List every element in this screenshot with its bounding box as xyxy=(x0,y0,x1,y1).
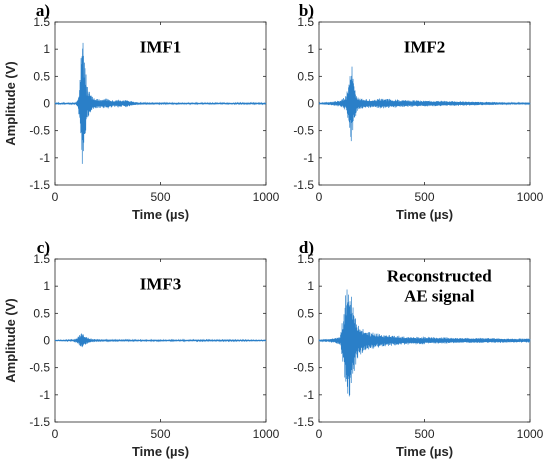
y-tick-label: -0.5 xyxy=(293,361,314,375)
panel-title: IMF3 xyxy=(140,274,182,293)
y-tick-label: 1 xyxy=(307,42,314,56)
y-tick-label: 0.5 xyxy=(33,306,50,320)
panel-title: IMF1 xyxy=(140,37,182,56)
x-axis-label: Time (µs) xyxy=(132,444,189,459)
panel-label: a) xyxy=(36,1,50,20)
y-axis-label: Amplitude (V) xyxy=(3,298,18,383)
y-tick-label: -1 xyxy=(303,388,314,402)
x-tick-label: 0 xyxy=(52,427,59,441)
panel-title: AE signal xyxy=(404,286,475,305)
y-tick-label: 0 xyxy=(43,334,50,348)
y-tick-label: -1.5 xyxy=(293,178,314,192)
y-tick-label: 1.5 xyxy=(33,15,50,29)
y-tick-label: 1.5 xyxy=(297,15,314,29)
x-tick-label: 500 xyxy=(150,427,170,441)
y-tick-label: -1.5 xyxy=(29,415,50,429)
x-tick-label: 0 xyxy=(52,190,59,204)
y-tick-label: 0.5 xyxy=(33,69,50,83)
x-tick-label: 1000 xyxy=(253,190,280,204)
x-tick-label: 500 xyxy=(414,190,434,204)
signal-line xyxy=(54,333,267,348)
x-tick-label: 500 xyxy=(150,190,170,204)
y-tick-label: 1 xyxy=(307,279,314,293)
signal-line xyxy=(54,42,267,164)
y-tick-label: 1.5 xyxy=(297,252,314,266)
panel-4: -1.5 -1 -0.5 0 0.5 1 1.5 0 500 1000 Time (µs) d) Rec… xyxy=(293,238,543,459)
y-tick-label: -0.5 xyxy=(29,361,50,375)
y-tick-label: -0.5 xyxy=(29,124,50,138)
x-tick-label: 0 xyxy=(316,190,323,204)
y-tick-label: 1 xyxy=(43,279,50,293)
y-tick-label: -0.5 xyxy=(293,124,314,138)
x-tick-label: 0 xyxy=(316,427,323,441)
y-tick-label: 0.5 xyxy=(297,69,314,83)
y-tick-label: 0 xyxy=(43,97,50,111)
panel-title: Reconstructed xyxy=(387,266,492,285)
x-tick-label: 1000 xyxy=(517,190,544,204)
y-tick-label: -1.5 xyxy=(293,415,314,429)
y-tick-label: 1.5 xyxy=(33,252,50,266)
y-tick-label: 0.5 xyxy=(297,306,314,320)
panel-1: -1.5 -1 -0.5 0 0.5 1 1.5 0 500 1000 Time (µs) Ampli… xyxy=(3,1,280,222)
y-tick-label: 0 xyxy=(307,334,314,348)
y-tick-label: 0 xyxy=(307,97,314,111)
signal-line xyxy=(318,289,531,397)
x-axis-label: Time (µs) xyxy=(396,207,453,222)
y-axis-label: Amplitude (V) xyxy=(3,61,18,146)
signal-line xyxy=(318,66,531,142)
x-axis-label: Time (µs) xyxy=(132,207,189,222)
y-tick-label: -1 xyxy=(39,151,50,165)
x-tick-label: 1000 xyxy=(517,427,544,441)
panel-3: -1.5 -1 -0.5 0 0.5 1 1.5 0 500 1000 Time (µs) Ampli… xyxy=(3,238,280,459)
x-axis-label: Time (µs) xyxy=(396,444,453,459)
panel-label: b) xyxy=(299,1,314,20)
x-tick-label: 1000 xyxy=(253,427,280,441)
panel-label: c) xyxy=(37,238,50,257)
panel-title: IMF2 xyxy=(404,37,446,56)
y-tick-label: -1 xyxy=(39,388,50,402)
y-tick-label: 1 xyxy=(43,42,50,56)
y-tick-label: -1.5 xyxy=(29,178,50,192)
panel-2: -1.5 -1 -0.5 0 0.5 1 1.5 0 500 1000 Time (µs) b) IMF… xyxy=(293,1,543,222)
panel-label: d) xyxy=(299,238,314,257)
y-tick-label: -1 xyxy=(303,151,314,165)
x-tick-label: 500 xyxy=(414,427,434,441)
